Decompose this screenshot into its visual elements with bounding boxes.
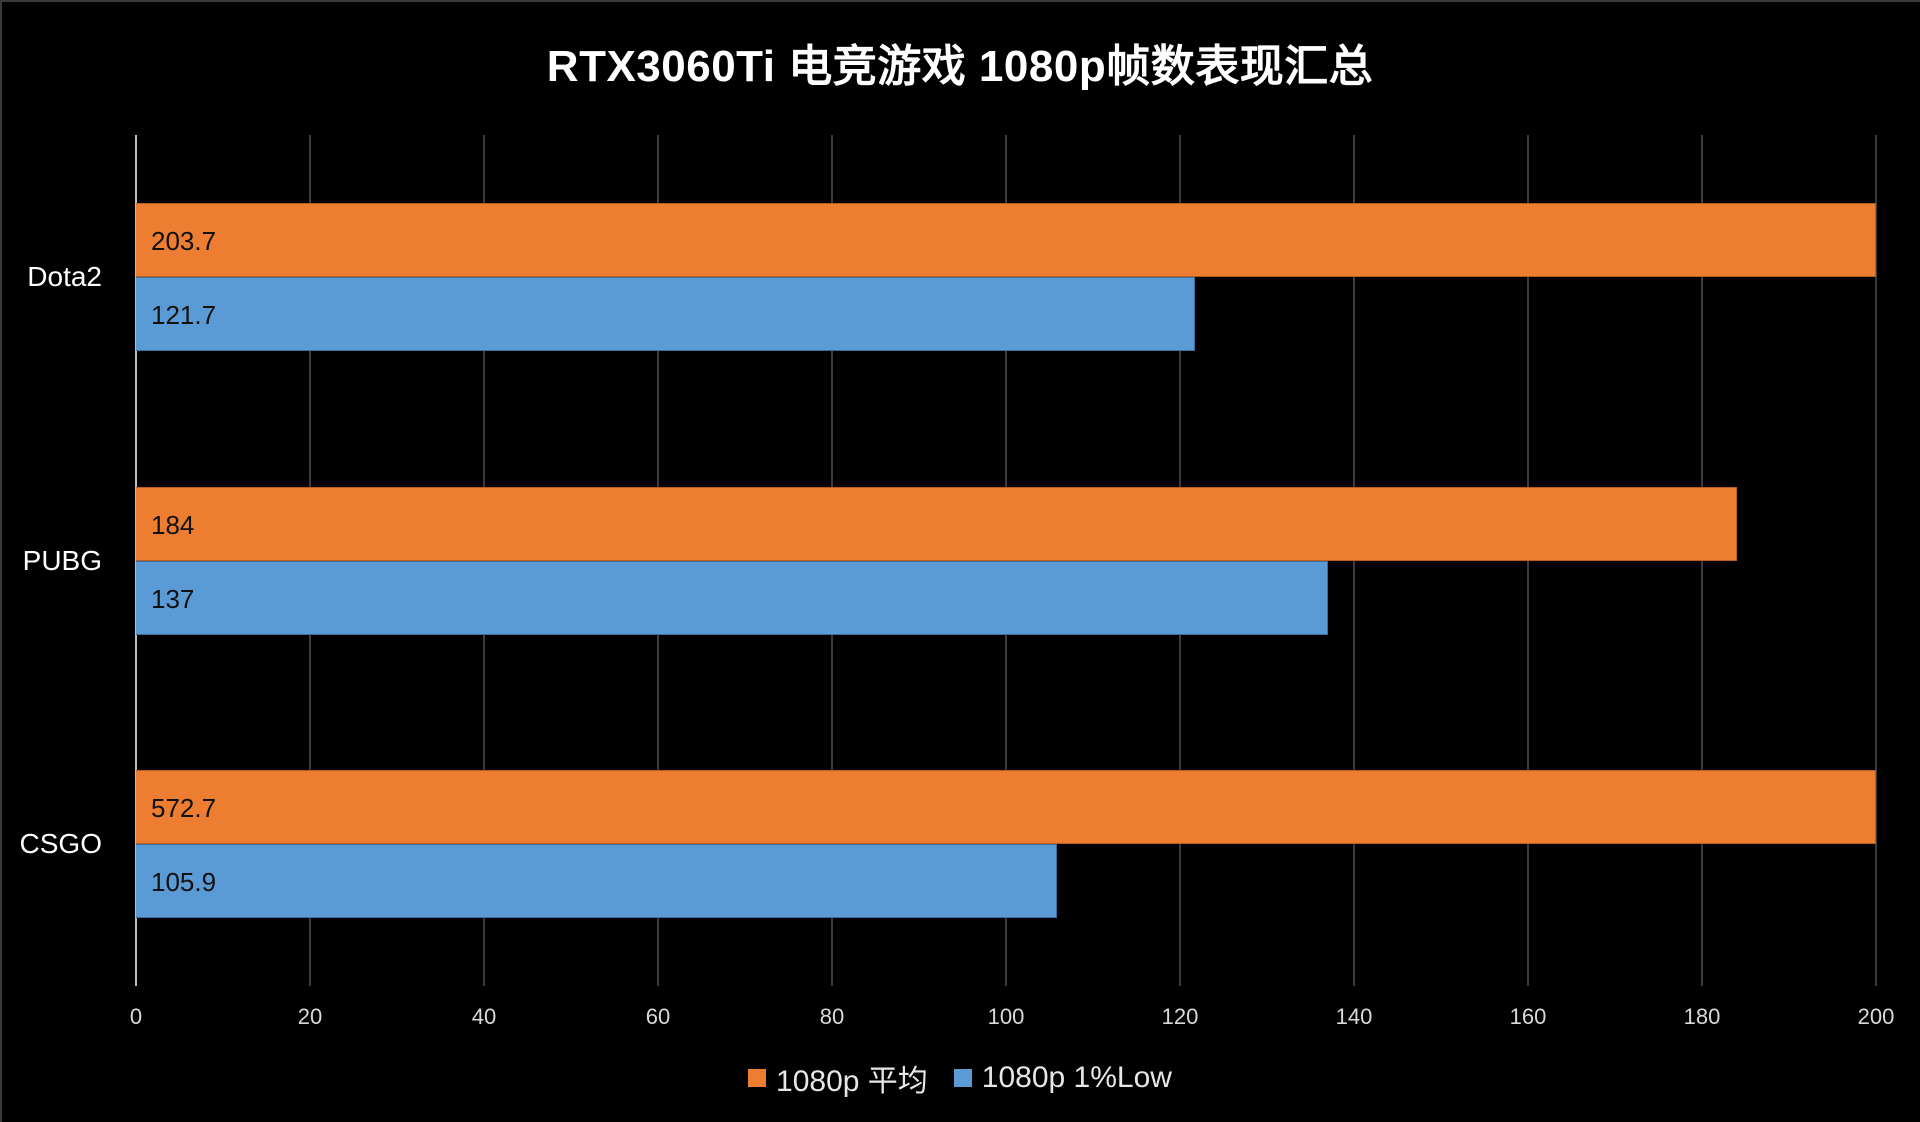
legend-item: 1080p 1%Low <box>953 1061 1172 1095</box>
legend-label: 1080p 1%Low <box>981 1061 1172 1094</box>
x-tick-label: 40 <box>471 1004 497 1029</box>
bar-value-label: 203.7 <box>151 225 217 256</box>
bar-dota2-series-0: 203.7 <box>136 202 1876 277</box>
legend-item: 1080p 平均 <box>748 1056 928 1100</box>
bar-dota2-series-1: 121.7 <box>136 276 1195 351</box>
x-tick-label: 60 <box>645 1004 671 1029</box>
x-tick-label: 0 <box>129 1004 143 1029</box>
bar-value-label: 572.7 <box>151 793 217 824</box>
legend-swatch-icon <box>953 1069 972 1087</box>
gridline <box>1701 135 1703 986</box>
bar-csgo-series-1: 105.9 <box>136 844 1058 919</box>
bar-value-label: 121.7 <box>151 299 217 330</box>
x-tick-label: 140 <box>1335 1004 1373 1029</box>
category-label: Dota2 <box>27 260 102 292</box>
x-tick-label: 120 <box>1161 1004 1199 1029</box>
x-tick-label: 180 <box>1683 1004 1721 1029</box>
category-label: PUBG <box>22 544 102 576</box>
bar-csgo-series-0: 572.7 <box>136 770 1876 845</box>
x-tick-label: 80 <box>819 1004 845 1029</box>
bar-pubg-series-1: 137 <box>136 560 1328 635</box>
bar-value-label: 184 <box>151 509 195 540</box>
legend-swatch-icon <box>748 1069 767 1087</box>
gridline <box>1527 135 1529 986</box>
bar-value-label: 137 <box>151 583 195 614</box>
bar-pubg-series-0: 184 <box>136 486 1737 561</box>
category-label: CSGO <box>19 828 102 860</box>
x-tick-label: 200 <box>1857 1004 1895 1029</box>
x-tick-label: 160 <box>1509 1004 1547 1029</box>
bar-value-label: 105.9 <box>151 867 217 898</box>
x-tick-label: 20 <box>297 1004 323 1029</box>
legend: 1080p 平均 1080p 1%Low <box>0 1058 1920 1098</box>
x-tick-label: 100 <box>987 1004 1025 1029</box>
plot-area: 203.7 121.7 184 137 572.7 105.9 <box>135 135 1877 986</box>
legend-label: 1080p 平均 <box>776 1065 928 1098</box>
gridline <box>1875 135 1877 986</box>
gridline <box>1353 135 1355 986</box>
chart-title: RTX3060Ti 电竞游戏 1080p帧数表现汇总 <box>546 42 1374 91</box>
